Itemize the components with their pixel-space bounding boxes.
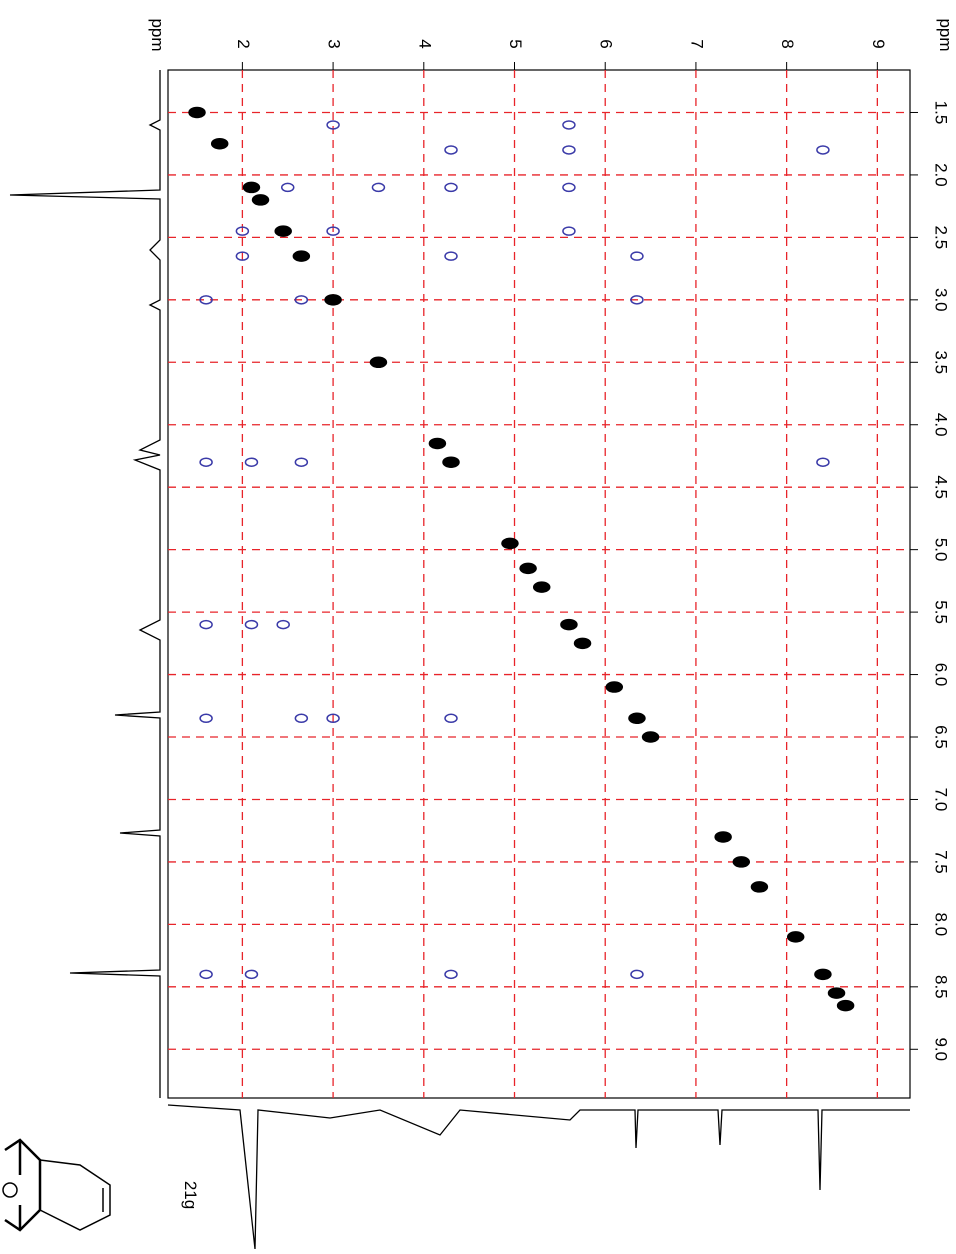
diagonal-peak — [605, 681, 624, 693]
diagonal-peak — [573, 637, 592, 650]
cross-peak — [444, 251, 458, 261]
diagonal-peak — [560, 618, 578, 631]
cross-peak — [816, 145, 830, 155]
diagonal-peak — [369, 356, 388, 369]
cross-peak — [630, 251, 644, 261]
x-tick-label: 4 — [415, 39, 434, 48]
y-axis-title: ppm — [936, 18, 955, 51]
y-tick-label: 6.0 — [932, 663, 951, 687]
y-tick-label: 7.5 — [932, 850, 951, 874]
y-tick-label: 2.0 — [932, 163, 951, 187]
y-tick-label: 3.0 — [932, 288, 951, 312]
y-tick-label: 8.5 — [932, 975, 951, 999]
x-tick-label: 2 — [234, 39, 253, 48]
projection-trace — [9, 70, 161, 1098]
cross-peak — [244, 969, 259, 980]
cross-peak — [562, 226, 576, 236]
cross-peak — [444, 145, 458, 155]
y-tick-label: 5.0 — [932, 538, 951, 562]
cross-peak — [199, 457, 213, 467]
cross-peak — [276, 619, 290, 630]
diagonal-peak — [519, 562, 537, 575]
cross-peak — [630, 295, 644, 305]
cross-peak — [444, 182, 458, 193]
y-tick-label: 7.0 — [932, 788, 951, 812]
y-tick-label: 4.0 — [932, 413, 951, 437]
diagonal-peak — [786, 931, 805, 943]
cross-peak — [444, 713, 458, 724]
diagonal-peak — [210, 137, 229, 150]
cross-peak — [199, 713, 213, 724]
y-tick-label: 9.0 — [932, 1037, 951, 1061]
cross-peak — [326, 120, 340, 130]
diagonal-peak — [324, 294, 342, 306]
x-tick-label: 6 — [597, 39, 616, 48]
cross-peak — [630, 969, 644, 980]
y-tick-label: 6.5 — [932, 725, 951, 749]
diagonal-peak — [628, 712, 646, 725]
cross-peak — [444, 969, 458, 980]
diagonal-peak — [188, 106, 206, 119]
cross-peak — [294, 295, 309, 305]
y-tick-label: 8.0 — [932, 913, 951, 937]
x-axis-title: ppm — [148, 18, 167, 51]
diagonal-peak — [274, 225, 292, 237]
diagonal-peak — [242, 181, 261, 194]
x-tick-label: 7 — [687, 39, 706, 48]
diagonal-peak — [732, 856, 751, 868]
x-tick-label: 9 — [869, 39, 888, 48]
compound-label: 21g — [181, 1181, 200, 1209]
x-tick-label: 3 — [325, 39, 344, 48]
cross-peak — [294, 713, 309, 724]
y-tick-label: 2.5 — [932, 226, 951, 250]
diagonal-peak — [714, 831, 732, 843]
projection-trace — [167, 1104, 910, 1250]
x-tick-label: 5 — [506, 39, 525, 48]
diagonal-peak — [836, 999, 855, 1012]
diagonal-peak — [827, 987, 846, 999]
plot-frame — [167, 69, 911, 1099]
y-tick-label: 3.5 — [932, 350, 951, 374]
cross-peak — [562, 120, 576, 130]
cross-peak — [235, 251, 250, 261]
cross-peak — [280, 182, 295, 193]
cross-peak — [562, 182, 576, 193]
diagonal-peak — [428, 437, 447, 450]
diagonal-peak — [814, 968, 832, 981]
diagonal-peak — [750, 881, 769, 893]
structure — [2, 1138, 111, 1232]
cross-peak — [244, 619, 259, 630]
diagonal-peak — [532, 581, 551, 593]
cross-peak — [244, 457, 259, 467]
cross-peak — [326, 713, 340, 724]
cross-peak — [199, 619, 213, 630]
x-tick-label: 8 — [778, 39, 797, 48]
cross-peak — [562, 145, 576, 155]
y-tick-label: 5.5 — [932, 600, 951, 624]
diagonal-peak — [292, 250, 311, 262]
cross-peak — [199, 295, 213, 305]
y-tick-label: 1.5 — [932, 101, 951, 125]
cross-peak — [294, 457, 309, 467]
cross-peak — [326, 226, 340, 236]
cross-peak — [235, 226, 250, 236]
cross-peak — [816, 457, 830, 467]
y-tick-label: 4.5 — [932, 475, 951, 499]
diagonal-peak — [251, 194, 270, 206]
diagonal-peak — [641, 731, 660, 743]
cross-peak — [199, 969, 213, 980]
diagonal-peak — [501, 537, 519, 550]
diagonal-peak — [442, 456, 460, 468]
cross-peak — [371, 182, 386, 193]
